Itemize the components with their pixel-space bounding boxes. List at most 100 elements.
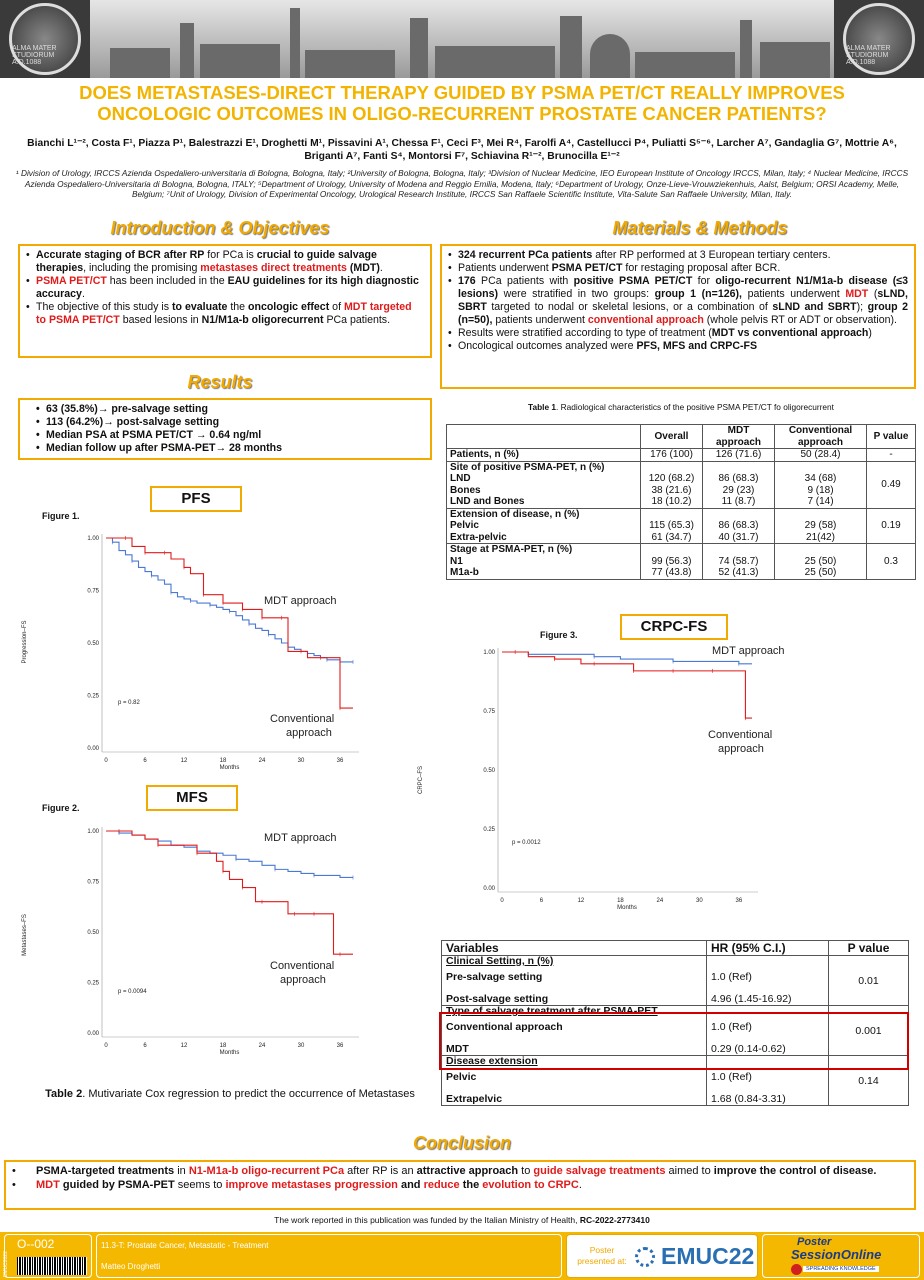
cell-line: 25 (50)	[804, 555, 837, 567]
table-row: Patients, n (%) 176 (100) 126 (71.6) 50 (28…	[446, 448, 916, 462]
table1-caption: Table 1. Radiological characteristics of…	[528, 402, 834, 412]
city-skyline-image	[90, 0, 834, 78]
cell-line: Site of positive PSMA-PET, n (%)	[450, 461, 605, 473]
x-tick-label: 24	[657, 898, 664, 904]
x-axis-label: Months	[220, 765, 240, 771]
x-tick-label: 30	[298, 758, 305, 764]
session-info-box: 11.3-T: Prostate Cancer, Metastatic - Tr…	[96, 1234, 562, 1278]
figure1-label: Figure 1.	[42, 511, 80, 521]
p-value-cell: 0.49	[866, 460, 916, 509]
conventional-curve-label: Conventional	[270, 960, 334, 972]
conclusion-heading: Conclusion	[413, 1133, 511, 1153]
y-tick-label: 0.75	[483, 709, 495, 715]
methods-bullet-5: Oncological outcomes analyzed were PFS, …	[448, 340, 908, 353]
intro-bullet-3: The objective of this study is to evalua…	[26, 301, 424, 327]
y-tick-label: 0.50	[87, 641, 99, 647]
table-header-row: Overall MDT approach Conventional approa…	[446, 424, 916, 449]
intro-box: Accurate staging of BCR after RP for PCa…	[18, 244, 432, 358]
y-tick-label: 0.00	[483, 886, 495, 892]
cell-line: Patients, n (%)	[450, 449, 519, 460]
table-row: Extension of disease, n (%) Pelvic Extra-p…	[446, 507, 916, 544]
conclusion-bullet-2: MDT guided by PSMA-PET seems to improve …	[12, 1179, 908, 1193]
table-cell: 176 (100)	[640, 448, 703, 462]
x-tick-label: 6	[143, 758, 147, 764]
crpc-chart: 0.00 0.25 0.50 0.75 1.00 0 6 12 18 24 30 36 Months CR…	[418, 645, 785, 911]
methods-bullet-1: 324 recurrent PCa patients after RP perf…	[448, 249, 908, 262]
pso-line1: Poster	[797, 1236, 832, 1248]
mdt-curve-label: MDT approach	[264, 595, 337, 607]
hr-value: 1.68 (0.84-3.31)	[711, 1093, 786, 1105]
table-cell: 25 (50) 25 (50)	[774, 543, 867, 580]
methods-bullet-3: 176 PCa patients with positive PSMA PET/…	[448, 275, 908, 327]
conclusion-box: PSMA-targeted treatments in N1-M1a-b oli…	[4, 1160, 916, 1210]
variable-label: Conventional approach	[446, 1021, 563, 1033]
funding-note: The work reported in this publication wa…	[274, 1215, 650, 1225]
x-axis-label: Months	[617, 905, 637, 911]
pso-line2: SessionOnline	[791, 1247, 882, 1262]
variable-label: MDT	[446, 1043, 469, 1055]
x-tick-label: 6	[540, 898, 544, 904]
y-tick-label: 0.25	[483, 827, 495, 833]
table-cell: 86 (68.3) 29 (23) 11 (8.7)	[702, 460, 775, 509]
variable-label: Extrapelvic	[446, 1093, 503, 1105]
y-axis-label: Metastases–FS	[22, 914, 28, 956]
figure3-label: Figure 3.	[540, 630, 578, 640]
cell-line: Extension of disease, n (%)	[450, 508, 580, 520]
x-tick-label: 24	[259, 758, 266, 764]
cell-line: Bones	[450, 484, 481, 496]
cell-line: 52 (41.3)	[718, 567, 759, 578]
table-cell: 115 (65.3) 61 (34.7)	[640, 507, 703, 544]
conventional-curve-label: approach	[718, 743, 764, 755]
table-cell: Clinical Setting, n (%) Pre-salvage setti…	[441, 955, 707, 1006]
cell-line	[778, 462, 863, 474]
cell-line: 50 (28.4)	[800, 449, 841, 460]
emuc-logo-text: EMUC22	[661, 1243, 755, 1269]
table-cell: 74 (58.7) 52 (41.3)	[702, 543, 775, 580]
x-tick-label: 24	[259, 1043, 266, 1049]
cell-line: Stage at PSMA-PET, n (%)	[450, 544, 573, 555]
x-tick-label: 6	[143, 1043, 147, 1049]
x-tick-label: 18	[220, 758, 227, 764]
table-cell: 1.0 (Ref) 4.96 (1.45-16.92)	[706, 955, 829, 1006]
y-axis-label: CRPC–FS	[418, 766, 424, 794]
cell-line: N1	[450, 555, 463, 567]
km-curve-conventional	[106, 537, 353, 709]
results-item: Median PSA at PSMA PET/CT → 0.64 ng/ml	[36, 429, 424, 442]
cell-line: 34 (68)	[804, 473, 837, 484]
y-tick-label: 1.00	[87, 536, 99, 542]
cell-line: Extra-pelvic	[450, 531, 507, 543]
pfs-chart: 0.00 0.25 0.50 0.75 1.00 0 6 12 18 24 30 36 Months Pr…	[22, 534, 359, 771]
km-curve-mdt	[502, 651, 752, 665]
y-tick-label: 0.50	[87, 930, 99, 936]
group-title: Disease extension	[446, 1055, 538, 1067]
x-tick-label: 12	[578, 898, 585, 904]
cell-line	[778, 544, 863, 556]
results-item: Median follow up after PSMA-PET→ 28 mont…	[36, 442, 424, 455]
x-tick-label: 30	[696, 898, 703, 904]
results-box: 63 (35.8%)→ pre-salvage setting 113 (64.…	[18, 398, 432, 460]
cell-line: LND	[450, 473, 471, 484]
cell-line: 21(42)	[806, 531, 835, 543]
cell-line: 25 (50)	[804, 567, 837, 578]
p-value-annotation: p = 0.82	[118, 700, 141, 706]
y-tick-label: 0.50	[483, 768, 495, 774]
km-curve-conventional	[106, 830, 353, 955]
table-header: Variables	[441, 940, 707, 956]
cell-line: Pelvic	[450, 520, 479, 531]
y-tick-label: 0.00	[87, 1031, 99, 1037]
mfs-chart: 0.00 0.25 0.50 0.75 1.00 0 6 12 18 24 30 36 Months Me…	[22, 827, 359, 1056]
x-tick-label: 30	[298, 1043, 305, 1049]
x-tick-label: 0	[500, 898, 504, 904]
table-cell: Site of positive PSMA-PET, n (%) LND Bones…	[446, 460, 641, 509]
header-banner: ALMA MATER STUDIORUM A.D.1088 ALMA MATER…	[0, 0, 924, 78]
methods-box: 324 recurrent PCa patients after RP perf…	[440, 244, 916, 389]
figure2-label: Figure 2.	[42, 803, 80, 813]
y-axis-label: Progression–FS	[22, 620, 28, 663]
cell-line: 74 (58.7)	[718, 555, 759, 567]
table-header-row: Variables HR (95% C.I.) P value	[441, 940, 909, 956]
table-header	[446, 424, 641, 449]
globe-icon	[791, 1264, 802, 1275]
cell-line: 40 (31.7)	[718, 531, 759, 543]
table-cell: 29 (58) 21(42)	[774, 507, 867, 544]
table-cell: Extension of disease, n (%) Pelvic Extra-p…	[446, 507, 641, 544]
